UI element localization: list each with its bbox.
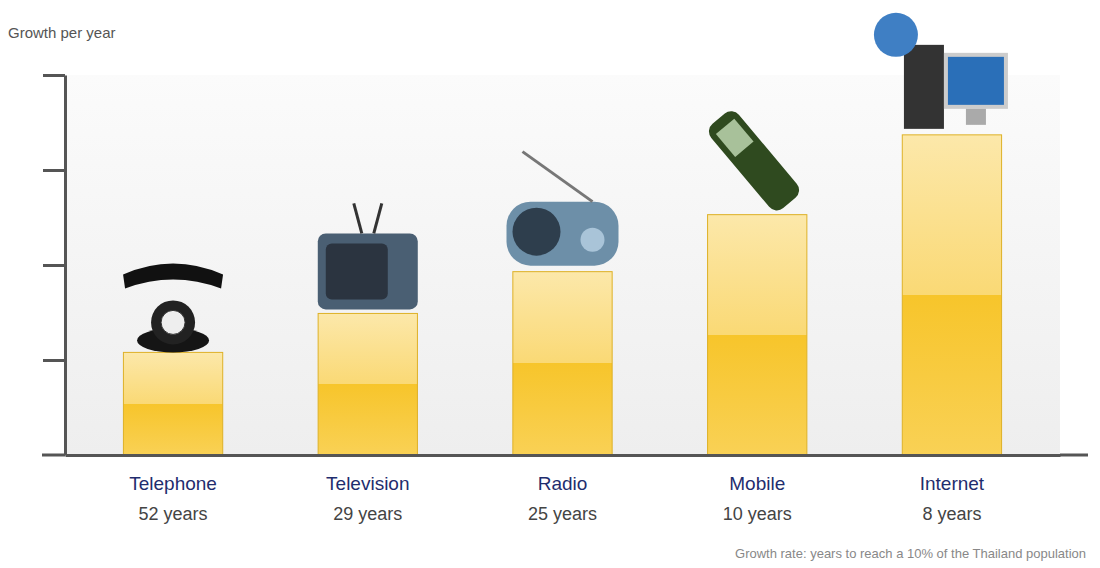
y-axis-title: Growth per year: [8, 24, 116, 41]
x-tick: Telephone: [129, 455, 217, 494]
icon-body: [507, 202, 619, 266]
bar: [513, 272, 612, 455]
x-tick: Television: [326, 455, 409, 494]
icon-screen: [716, 119, 754, 157]
y-tick: [43, 360, 65, 361]
icon-tower: [904, 45, 944, 129]
x-tick-label: Internet: [920, 473, 985, 494]
icon-antenna: [354, 203, 362, 233]
category-sublabel: 29 years: [333, 504, 402, 524]
icon-body: [318, 233, 418, 309]
icon-monitor: [946, 55, 1006, 107]
y-tick-mark: [43, 359, 65, 362]
category-sublabel: 8 years: [922, 504, 981, 524]
icon: [318, 203, 418, 309]
y-axis: [43, 76, 66, 456]
icon: [123, 263, 223, 352]
bar: [123, 352, 222, 455]
bars: [123, 135, 1001, 455]
baseline-extension: [1060, 454, 1088, 457]
category-sublabel: 25 years: [528, 504, 597, 524]
icon-speaker: [513, 208, 561, 256]
icon-screen: [326, 243, 388, 299]
x-tick-label: Telephone: [129, 473, 217, 494]
x-tick: Mobile: [729, 455, 785, 494]
bar: [708, 215, 807, 455]
y-tick: [43, 265, 65, 266]
icon: [705, 107, 803, 214]
icon-antenna: [374, 203, 382, 233]
icon-knob: [581, 228, 605, 252]
x-tick-label: Mobile: [729, 473, 785, 494]
category-sublabel: 10 years: [723, 504, 792, 524]
bar: [902, 135, 1001, 455]
icon-dial-face: [161, 310, 185, 334]
bar: [318, 313, 417, 455]
icon-stand: [966, 109, 986, 125]
x-axis: Telephone Television Radio Mobile Internet: [66, 455, 1061, 494]
icon-antenna: [523, 152, 593, 202]
icon-globe: [874, 13, 918, 57]
y-tick: [43, 170, 65, 171]
x-tick: Internet: [920, 455, 985, 494]
category-sublabels: 52 years 29 years 25 years 10 years 8 years: [139, 504, 982, 524]
y-tick-mark: [43, 74, 65, 77]
caption: Growth rate: years to reach a 10% of the…: [735, 546, 1086, 561]
icon-handset: [123, 263, 223, 288]
x-axis-line: [66, 454, 1061, 457]
icon: [874, 13, 1006, 129]
x-tick-label: Television: [326, 473, 409, 494]
icon-body: [705, 107, 803, 214]
baseline-extension: [42, 454, 65, 457]
icon: [507, 152, 619, 266]
y-tick-mark: [43, 169, 65, 172]
x-tick-label: Radio: [538, 473, 588, 494]
icon-dial: [151, 300, 195, 344]
category-sublabel: 52 years: [139, 504, 208, 524]
y-tick-mark: [43, 264, 65, 267]
chart: Telephone Television Radio Mobile Internet 52…: [0, 0, 1100, 568]
icons: [123, 13, 1006, 353]
plot-background: [65, 75, 1060, 455]
x-tick: Radio: [538, 455, 588, 494]
y-tick: [43, 75, 65, 76]
